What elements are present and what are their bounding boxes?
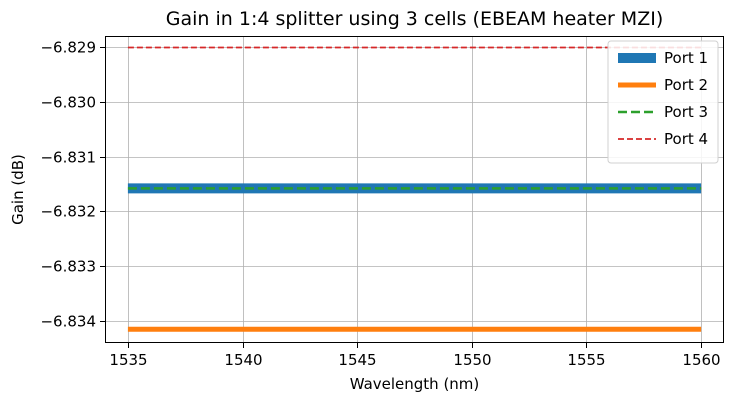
legend: Port 1 Port 2 Port 3 Port 4	[607, 40, 719, 164]
x-tick-label: 1550	[453, 351, 491, 369]
x-tick-label: 1535	[109, 351, 147, 369]
legend-box	[607, 40, 719, 164]
legend-label: Port 3	[664, 103, 708, 121]
y-tick-label: −6.831	[40, 149, 96, 167]
legend-label: Port 4	[664, 130, 708, 148]
y-axis-label: Gain (dB)	[9, 154, 27, 225]
y-tick-label: −6.829	[40, 39, 96, 57]
plot-frame	[105, 36, 724, 343]
x-tick-label: 1545	[338, 351, 376, 369]
x-axis: 1535 1540 1545 1550 1555 1560	[109, 343, 721, 369]
x-axis-label: Wavelength (nm)	[350, 375, 480, 393]
y-axis: −6.834 −6.833 −6.832 −6.831 −6.830 −6.829	[40, 39, 105, 331]
x-tick-label: 1555	[567, 351, 605, 369]
x-tick-label: 1560	[682, 351, 720, 369]
y-tick-label: −6.830	[40, 94, 96, 112]
y-tick-label: −6.834	[40, 313, 96, 331]
legend-label: Port 1	[664, 49, 708, 67]
legend-label: Port 2	[664, 76, 708, 94]
chart-title: Gain in 1:4 splitter using 3 cells (EBEA…	[166, 8, 663, 30]
series-layer	[127, 46, 702, 332]
y-tick-label: −6.832	[40, 203, 96, 221]
y-tick-label: −6.833	[40, 258, 96, 276]
x-tick-label: 1540	[224, 351, 262, 369]
